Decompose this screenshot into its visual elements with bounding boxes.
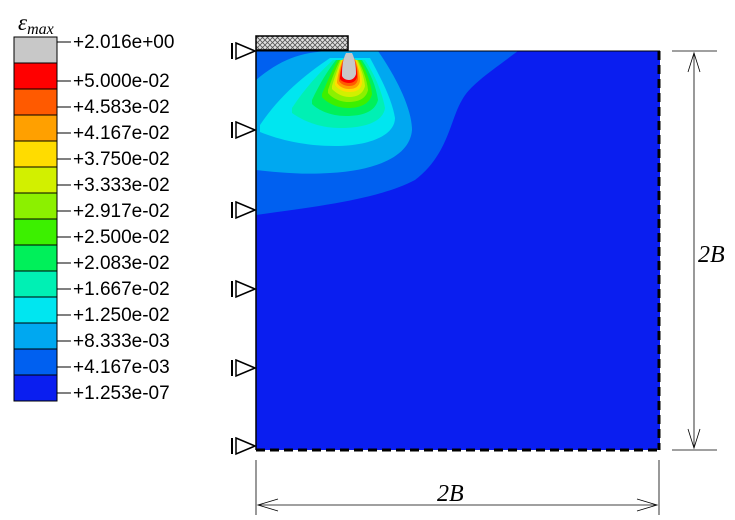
legend-label: +1.667e-02	[73, 279, 170, 300]
roller-support-icon	[231, 436, 257, 456]
legend-label: +4.167e-03	[73, 357, 170, 378]
contour-band-max	[342, 53, 356, 80]
arrow-down-icon	[687, 428, 701, 450]
legend-label: +4.583e-02	[73, 97, 170, 118]
legend-swatch	[13, 244, 58, 272]
legend-swatch	[13, 114, 58, 142]
legend-label: +2.083e-02	[73, 253, 170, 274]
legend-labels: +2.016e+00 +5.000e-02 +4.583e-02 +4.167e-02…	[57, 32, 174, 404]
roller-support-icon	[231, 120, 257, 140]
legend-label: +1.253e-07	[73, 383, 170, 404]
legend-swatch	[13, 62, 58, 90]
legend-label: +2.500e-02	[73, 227, 170, 248]
width-label: 2B	[437, 481, 464, 507]
legend-swatch	[13, 218, 58, 246]
width-dimension: 2B	[255, 460, 660, 515]
legend-label: +4.167e-02	[73, 123, 170, 144]
legend-swatch	[13, 36, 58, 64]
legend-swatch	[13, 166, 58, 194]
arrow-up-icon	[687, 51, 701, 73]
footing	[255, 35, 349, 51]
legend-title: εmax	[18, 10, 54, 38]
legend-label: +3.750e-02	[73, 149, 170, 170]
legend-swatch	[13, 140, 58, 168]
roller-support-icon	[231, 200, 257, 220]
legend-swatches	[13, 36, 58, 402]
legend-label: +5.000e-02	[73, 71, 170, 92]
legend-swatch	[13, 322, 58, 350]
arrow-right-icon	[636, 498, 659, 512]
legend-swatch	[13, 348, 58, 376]
legend-swatch	[13, 374, 58, 402]
legend-label: +3.333e-02	[73, 175, 170, 196]
legend-label: +8.333e-03	[73, 331, 170, 352]
legend: εmax +2.016e+00 +5.000e-02 +4.583e-02 +4.16…	[13, 10, 174, 404]
height-label: 2B	[698, 242, 725, 268]
legend-swatch	[13, 192, 58, 220]
legend-swatch	[13, 270, 58, 298]
legend-swatch	[13, 296, 58, 324]
roller-support-icon	[231, 279, 257, 299]
legend-label: +2.917e-02	[73, 201, 170, 222]
legend-swatch	[13, 88, 58, 116]
roller-support-icon	[231, 358, 257, 378]
height-dimension: 2B	[672, 50, 725, 451]
arrow-left-icon	[256, 498, 279, 512]
roller-support-icon	[231, 41, 257, 61]
legend-label: +1.250e-02	[73, 305, 170, 326]
roller-supports	[231, 41, 257, 456]
legend-label: +2.016e+00	[73, 32, 174, 53]
domain	[255, 50, 661, 452]
